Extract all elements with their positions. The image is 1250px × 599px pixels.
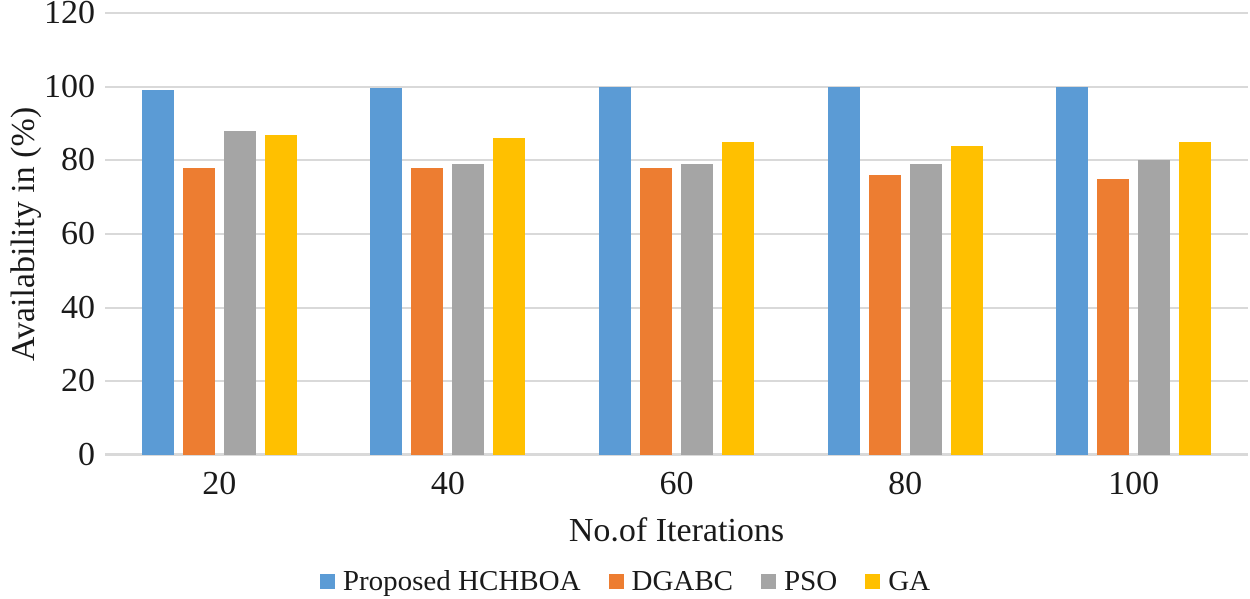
bar-ga <box>950 145 983 455</box>
legend-label: GA <box>888 565 931 597</box>
x-axis-line <box>105 453 1248 456</box>
y-tick-label: 80 <box>61 141 95 179</box>
legend-swatch-pso <box>761 573 777 589</box>
plot-area <box>105 12 1248 456</box>
bar-dgabc <box>411 167 444 455</box>
legend-item-proposed-hchboa: Proposed HCHBOA <box>319 565 581 597</box>
y-axis-ticks: 0 20 40 60 80 100 120 <box>0 0 95 473</box>
legend-item-dgabc: DGABC <box>608 565 734 597</box>
bar-ga <box>1179 141 1212 455</box>
bar-dgabc <box>1097 178 1130 455</box>
gridline <box>105 12 1248 14</box>
bar-proposed-hchboa <box>827 87 860 455</box>
bar-ga <box>493 138 526 455</box>
bar-proposed-hchboa <box>141 89 174 455</box>
y-tick-label: 100 <box>44 67 95 105</box>
legend: Proposed HCHBOA DGABC PSO GA <box>0 564 1250 598</box>
gridline <box>105 159 1248 162</box>
bar-groups <box>105 13 1248 455</box>
legend-swatch-proposed-hchboa <box>319 573 335 589</box>
bar-pso <box>223 130 256 455</box>
bar-proposed-hchboa <box>598 87 631 455</box>
bar-pso <box>1138 160 1171 455</box>
bar-group-40 <box>334 13 563 455</box>
bar-group-80 <box>791 13 1020 455</box>
legend-swatch-dgabc <box>608 573 624 589</box>
legend-label: Proposed HCHBOA <box>342 565 581 597</box>
bar-ga <box>721 141 754 455</box>
bar-group-100 <box>1019 13 1248 455</box>
x-tick-label: 100 <box>1108 465 1160 502</box>
bar-group-20 <box>105 13 334 455</box>
x-tick-label: 40 <box>430 465 465 502</box>
bar-pso <box>909 164 942 455</box>
x-axis-title: No.of Iterations <box>568 512 785 549</box>
bar-group-60 <box>562 13 791 455</box>
legend-label: PSO <box>784 565 838 597</box>
gridline <box>105 306 1248 309</box>
bar-dgabc <box>868 175 901 455</box>
x-tick-label: 60 <box>659 465 694 502</box>
x-tick-label: 20 <box>202 465 237 502</box>
y-tick-label: 40 <box>61 288 95 326</box>
x-axis-labels: 20 40 60 80 100 <box>105 466 1248 502</box>
bar-dgabc <box>639 167 672 455</box>
bar-dgabc <box>182 167 215 455</box>
bar-proposed-hchboa <box>370 88 403 455</box>
legend-label: DGABC <box>631 565 734 597</box>
legend-item-pso: PSO <box>761 566 837 596</box>
bar-ga <box>264 134 297 455</box>
bar-proposed-hchboa <box>1056 86 1089 455</box>
legend-item-ga: GA <box>865 566 930 596</box>
bar-pso <box>452 164 485 455</box>
y-tick-label: 0 <box>78 436 95 473</box>
y-tick-label: 120 <box>44 0 95 31</box>
bar-pso <box>680 164 713 455</box>
gridline <box>105 233 1248 235</box>
y-tick-label: 60 <box>61 215 95 252</box>
gridline <box>105 85 1248 88</box>
y-tick-label: 20 <box>61 362 95 400</box>
legend-swatch-ga <box>865 573 881 589</box>
x-tick-label: 80 <box>888 465 923 502</box>
gridline <box>105 380 1248 383</box>
